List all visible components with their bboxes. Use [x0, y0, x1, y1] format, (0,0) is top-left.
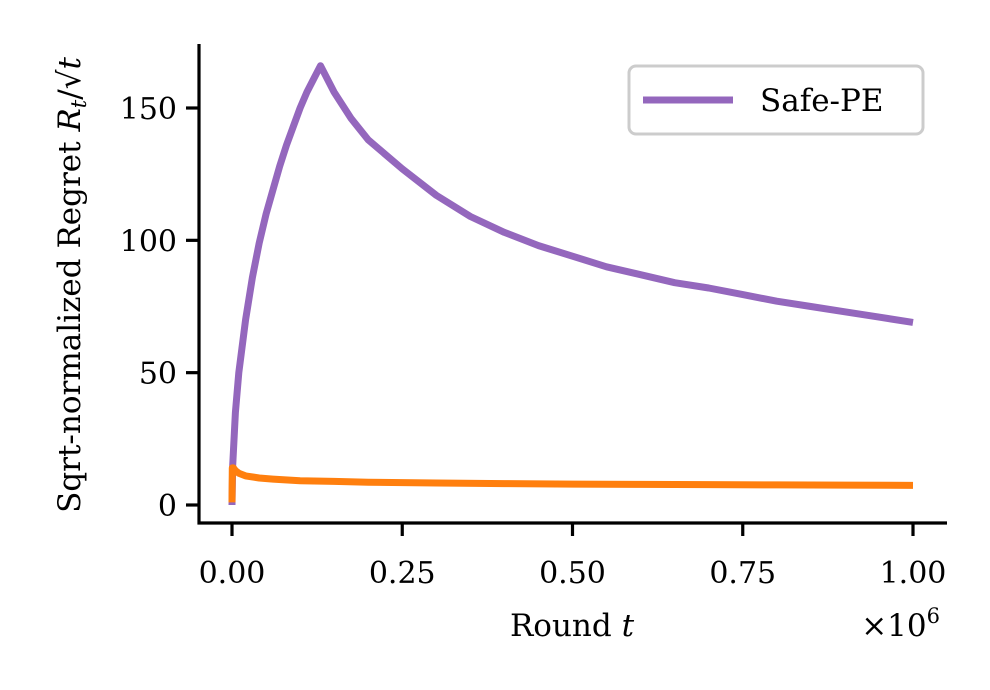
y-tick-label: 0: [158, 489, 177, 524]
legend: Safe-PE: [627, 64, 925, 136]
x-axis-label: Round t: [510, 608, 635, 644]
x-tick-label: 1.00: [880, 556, 947, 591]
y-axis-label: Sqrt-normalized Regret Rt/√t: [52, 57, 91, 513]
ticks: 0 50 100 150 0.00 0.25 0.50 0.75 1.00: [120, 92, 947, 591]
legend-label: Safe-PE: [760, 83, 884, 119]
x-tick-label: 0.75: [709, 556, 776, 591]
y-tick-label: 100: [120, 224, 177, 259]
x-tick-label: 0.25: [369, 556, 436, 591]
legend-box: [627, 64, 925, 136]
plot-lines: [228, 62, 914, 506]
y-tick-label: 50: [139, 357, 177, 392]
series-line-0: [228, 62, 914, 506]
x-tick-label: 0.50: [539, 556, 606, 591]
x-offset-label: ×106: [861, 604, 940, 644]
x-tick-label: 0.00: [199, 556, 266, 591]
y-tick-label: 150: [120, 92, 177, 127]
series-line-1: [228, 464, 914, 503]
